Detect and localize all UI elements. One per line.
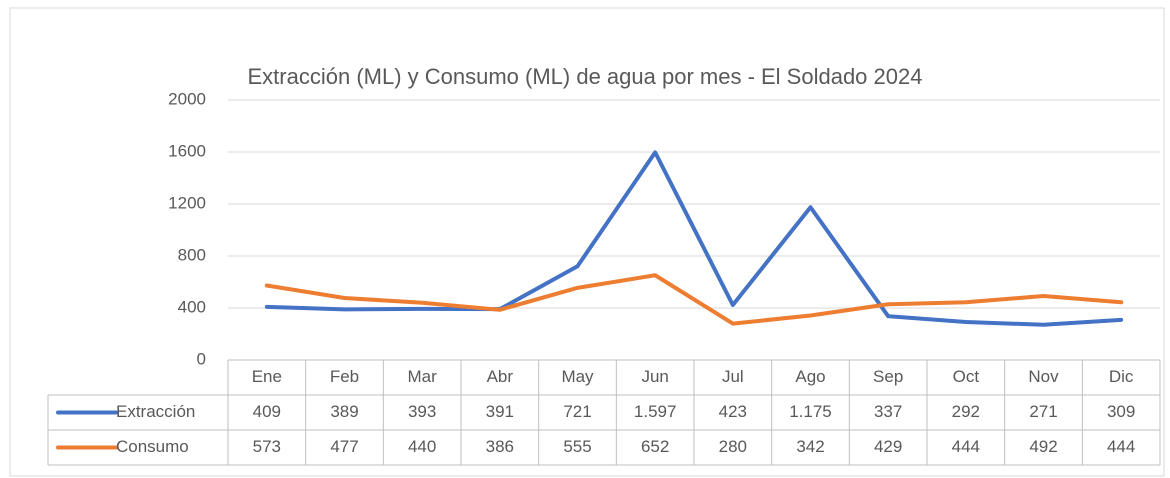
x-tick-label: Dic [1109,367,1134,386]
table-value: 444 [1107,437,1135,456]
table-value: 337 [874,402,902,421]
table-value: 280 [719,437,747,456]
table-value: 573 [253,437,281,456]
table-value: 292 [952,402,980,421]
table-value: 1.597 [634,402,677,421]
table-value: 309 [1107,402,1135,421]
table-value: 492 [1029,437,1057,456]
table-value: 409 [253,402,281,421]
x-tick-label: Jul [722,367,744,386]
table-value: 555 [563,437,591,456]
series-line [264,273,1124,326]
chart-border [9,7,1165,477]
x-tick-label: Abr [487,367,514,386]
x-tick-label: Ago [795,367,825,386]
chart-title: Extracción (ML) y Consumo (ML) de agua p… [248,64,923,89]
table-value: 429 [874,437,902,456]
x-tick-label: Feb [330,367,359,386]
table-value: 423 [719,402,747,421]
x-tick-label: Sep [873,367,903,386]
table-value: 386 [486,437,514,456]
table-value: 393 [408,402,436,421]
legend-label: Consumo [116,437,189,456]
x-tick-label: Jun [641,367,668,386]
y-tick-label: 1600 [168,141,206,160]
y-tick-label: 0 [197,349,206,368]
table-value: 721 [563,402,591,421]
y-tick-label: 1200 [168,193,206,212]
table-value: 389 [330,402,358,421]
table-value: 444 [952,437,980,456]
y-tick-label: 800 [178,245,206,264]
series-line [264,150,1124,327]
table-value: 1.175 [789,402,832,421]
legend-label: Extracción [116,402,195,421]
x-tick-label: May [561,367,594,386]
table-value: 391 [486,402,514,421]
table-value: 440 [408,437,436,456]
table-value: 342 [796,437,824,456]
table-value: 477 [330,437,358,456]
x-tick-label: Nov [1028,367,1059,386]
table-value: 271 [1029,402,1057,421]
y-tick-label: 2000 [168,89,206,108]
x-tick-label: Mar [408,367,438,386]
x-tick-label: Oct [953,367,980,386]
x-tick-label: Ene [252,367,282,386]
y-tick-label: 400 [178,297,206,316]
table-value: 652 [641,437,669,456]
